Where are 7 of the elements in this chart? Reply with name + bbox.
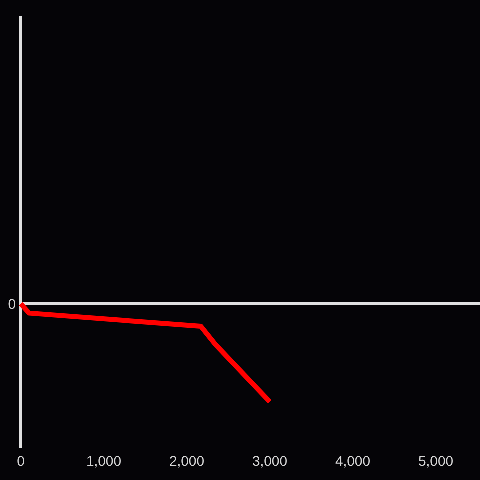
x-tick-label: 3,000 (252, 453, 288, 469)
x-tick-label: 2,000 (169, 453, 205, 469)
x-tick-label: 1,000 (86, 453, 122, 469)
x-tick-label: 0 (17, 453, 26, 469)
x-tick-label: 4,000 (335, 453, 371, 469)
x-tick-label: 5,000 (418, 453, 454, 469)
ref-line-label: 0 (8, 296, 16, 312)
